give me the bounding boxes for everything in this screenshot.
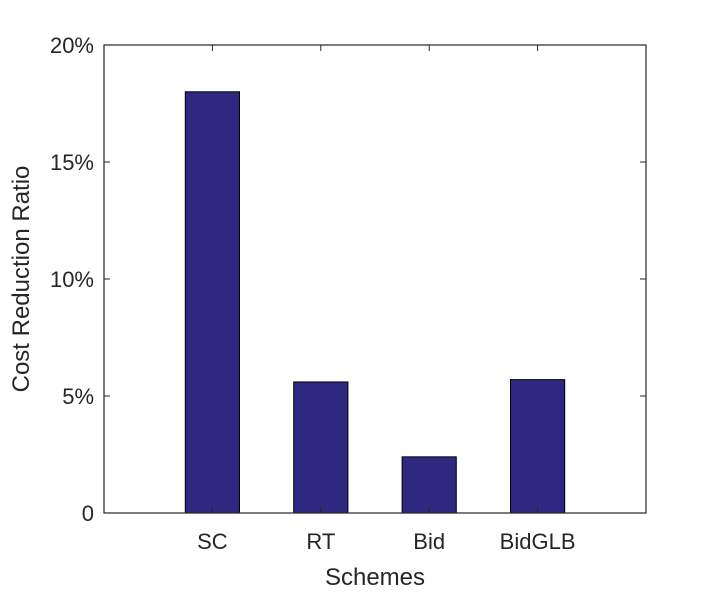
y-tick-label: 0	[82, 501, 94, 526]
x-tick-label: BidGLB	[500, 529, 576, 554]
y-tick-label: 20%	[50, 33, 94, 58]
x-tick-label: RT	[306, 529, 335, 554]
x-axis-title: Schemes	[325, 564, 425, 591]
x-tick-label: Bid	[413, 529, 445, 554]
y-axis-title: Cost Reduction Ratio	[8, 166, 35, 393]
y-tick-label: 15%	[50, 150, 94, 175]
bar-rt	[293, 381, 349, 514]
bars-group	[184, 91, 566, 514]
bar-bidglb	[510, 379, 566, 514]
y-tick-label: 5%	[62, 384, 94, 409]
x-tick-label: SC	[197, 529, 228, 554]
bar-sc	[184, 91, 241, 514]
y-tick-label: 10%	[50, 267, 94, 292]
bar-bid	[401, 456, 457, 514]
ticks-group: SC RT Bid BidGLB 0 5% 10% 15% 20%	[50, 33, 646, 554]
